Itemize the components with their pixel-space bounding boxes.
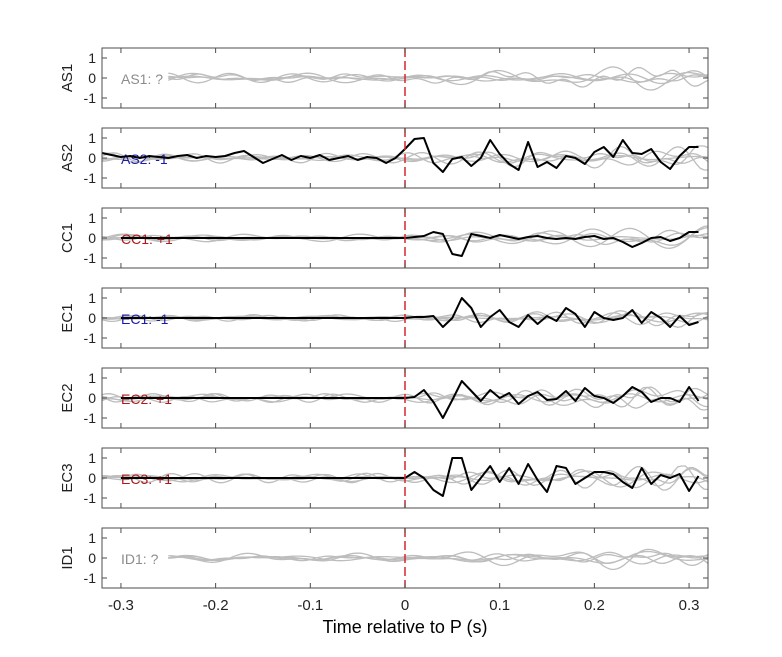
black-trace-as2 bbox=[101, 137, 699, 173]
y-tick-label: 1 bbox=[88, 370, 96, 386]
y-tick-label: -1 bbox=[84, 570, 97, 586]
y-tick-label: -1 bbox=[84, 410, 97, 426]
x-axis-label: Time relative to P (s) bbox=[322, 617, 487, 637]
y-tick-label: -1 bbox=[84, 90, 97, 106]
panel-ylabel-ec3: EC3 bbox=[59, 463, 76, 492]
annotation-as1: AS1: ? bbox=[121, 71, 163, 87]
gray-trace-as1 bbox=[168, 70, 709, 85]
y-tick-label: -1 bbox=[84, 170, 97, 186]
y-tick-label: 1 bbox=[88, 210, 96, 226]
y-tick-label: 1 bbox=[88, 530, 96, 546]
gray-trace-as1 bbox=[168, 66, 709, 91]
x-tick-label: 0 bbox=[401, 597, 409, 614]
y-tick-label: 0 bbox=[88, 550, 96, 566]
x-tick-label: 0.2 bbox=[584, 597, 605, 614]
y-tick-label: 0 bbox=[88, 150, 96, 166]
y-tick-label: 0 bbox=[88, 310, 96, 326]
y-tick-label: 1 bbox=[88, 450, 96, 466]
panel-ylabel-id1: ID1 bbox=[59, 546, 76, 569]
black-trace-ec1 bbox=[120, 297, 699, 328]
x-tick-label: -0.3 bbox=[108, 597, 134, 614]
x-tick-label: -0.2 bbox=[203, 597, 229, 614]
y-tick-label: 1 bbox=[88, 130, 96, 146]
gray-trace-as1 bbox=[168, 72, 709, 84]
y-tick-label: 1 bbox=[88, 50, 96, 66]
panel-ylabel-ec1: EC1 bbox=[59, 303, 76, 332]
x-tick-label: -0.1 bbox=[297, 597, 323, 614]
y-tick-label: 0 bbox=[88, 470, 96, 486]
annotation-as2: AS2: -1 bbox=[121, 151, 168, 167]
y-tick-label: -1 bbox=[84, 330, 97, 346]
x-tick-label: 0.3 bbox=[679, 597, 700, 614]
black-trace-ec2 bbox=[120, 380, 700, 419]
black-trace-cc1 bbox=[120, 231, 699, 257]
gray-trace-id1 bbox=[168, 551, 709, 565]
y-tick-label: -1 bbox=[84, 250, 97, 266]
panel-ylabel-ec2: EC2 bbox=[59, 383, 76, 412]
y-tick-label: -1 bbox=[84, 490, 97, 506]
annotation-id1: ID1: ? bbox=[121, 551, 159, 567]
y-tick-label: 0 bbox=[88, 390, 96, 406]
black-trace-ec3 bbox=[120, 457, 700, 497]
x-tick-label: 0.1 bbox=[489, 597, 510, 614]
y-tick-label: 0 bbox=[88, 70, 96, 86]
y-tick-label: 0 bbox=[88, 230, 96, 246]
y-tick-label: 1 bbox=[88, 290, 96, 306]
panel-ylabel-cc1: CC1 bbox=[59, 223, 76, 253]
panel-ylabel-as2: AS2 bbox=[59, 144, 76, 172]
panel-ylabel-as1: AS1 bbox=[59, 64, 76, 92]
